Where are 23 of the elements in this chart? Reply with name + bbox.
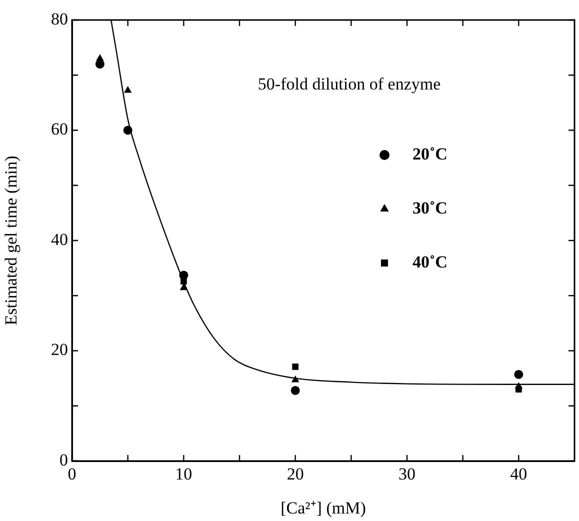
- annotation: 50-fold dilution of enzyme: [258, 74, 441, 94]
- point: [292, 364, 299, 370]
- point: [290, 386, 300, 395]
- y-tick-label: 60: [51, 120, 68, 139]
- point: [123, 126, 132, 135]
- y-tick-label: 20: [51, 340, 68, 360]
- point: [95, 60, 104, 69]
- y-tick-label: 0: [60, 450, 68, 470]
- y-tick-label: 40: [51, 230, 68, 249]
- legend-label: 30˚C: [412, 198, 448, 218]
- x-axis-title: [Ca²⁺] (mM): [280, 498, 366, 518]
- point: [291, 375, 300, 382]
- legend-label: 20˚C: [412, 144, 448, 164]
- x-tick-label: 30: [398, 464, 416, 484]
- x-tick-label: 20: [286, 464, 304, 484]
- y-axis-title: Estimated gel time (min): [2, 156, 21, 326]
- point: [124, 86, 132, 93]
- point: [514, 370, 524, 379]
- legend-label: 40˚C: [412, 252, 448, 272]
- y-tick-label: 80: [51, 9, 68, 28]
- point: [514, 382, 523, 389]
- x-tick-label: 10: [175, 464, 192, 484]
- x-tick-label: 40: [510, 464, 528, 484]
